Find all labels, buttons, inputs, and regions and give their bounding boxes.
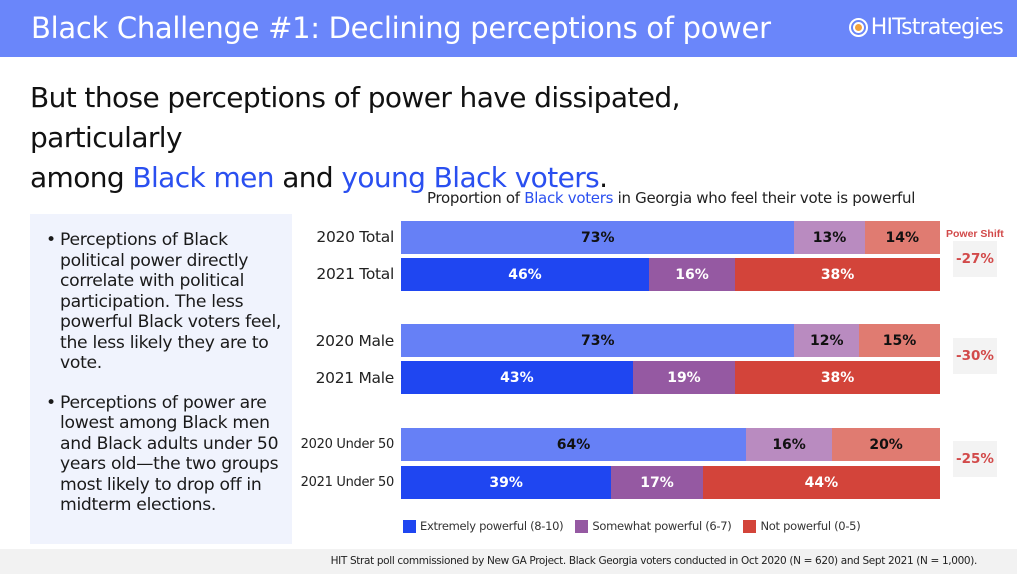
target-icon bbox=[848, 18, 868, 37]
key-findings-panel: Perceptions of Black political power dir… bbox=[30, 214, 292, 544]
legend-swatch bbox=[743, 519, 757, 533]
subtitle-line1: But those perceptions of power have diss… bbox=[30, 81, 680, 154]
data-label: 19% bbox=[667, 369, 701, 386]
legend-swatch bbox=[575, 519, 589, 533]
chart-title-prefix: Proportion of bbox=[427, 189, 525, 207]
data-label: 44% bbox=[804, 474, 839, 491]
row-label: 2021 Under 50 bbox=[300, 475, 395, 490]
bar-segment: 17% bbox=[611, 466, 703, 499]
stacked-bar: 39% 17% 44% bbox=[401, 466, 940, 499]
data-label: 15% bbox=[882, 332, 917, 349]
row-label: 2020 Total bbox=[316, 228, 394, 246]
data-label: 43% bbox=[500, 369, 534, 386]
header-bar: Black Challenge #1: Declining perception… bbox=[0, 0, 1017, 57]
bar-segment: 46% bbox=[401, 258, 649, 291]
stacked-bar: 43% 19% 38% bbox=[401, 361, 940, 394]
chart-title-highlight: Black voters bbox=[524, 189, 614, 207]
bar-segment: 16% bbox=[745, 428, 833, 461]
bar-segment: 16% bbox=[648, 258, 736, 291]
bar-segment: 64% bbox=[401, 428, 746, 461]
power-shift-heading: Power Shift bbox=[946, 228, 1004, 240]
source-note: HIT Strat poll commissioned by New GA Pr… bbox=[330, 555, 978, 567]
power-shift-under-50: -25% bbox=[953, 441, 997, 477]
logo-text: HITstrategies bbox=[870, 15, 1004, 40]
data-label: 17% bbox=[640, 474, 674, 491]
data-label: 20% bbox=[869, 436, 903, 453]
data-label: 73% bbox=[580, 332, 615, 349]
data-label: 14% bbox=[885, 229, 920, 246]
bar-segment: 38% bbox=[735, 361, 940, 394]
data-label: 64% bbox=[556, 436, 591, 453]
legend-label: Not powerful (0-5) bbox=[760, 519, 861, 533]
legend-item-not: Not powerful (0-5) bbox=[743, 519, 861, 533]
bar-segment: 19% bbox=[632, 361, 736, 394]
legend-item-extremely: Extremely powerful (8-10) bbox=[403, 519, 564, 533]
bar-segment: 15% bbox=[859, 324, 940, 357]
finding-item: Perceptions of Black political power dir… bbox=[46, 230, 282, 374]
stacked-bar: 73% 13% 14% bbox=[401, 221, 940, 254]
footer-bar: HIT Strat poll commissioned by New GA Pr… bbox=[0, 549, 1017, 574]
row-label: 2020 Under 50 bbox=[300, 437, 395, 452]
bar-segment: 20% bbox=[832, 428, 940, 461]
chart-title-suffix: in Georgia who feel their vote is powerf… bbox=[613, 189, 916, 207]
page-title: Black Challenge #1: Declining perception… bbox=[31, 11, 771, 45]
stacked-bar: 64% 16% 20% bbox=[401, 428, 940, 461]
bar-segment: 38% bbox=[735, 258, 940, 291]
chart-legend: Extremely powerful (8-10) Somewhat power… bbox=[403, 519, 861, 533]
bar-segment: 44% bbox=[702, 466, 940, 499]
bar-segment: 73% bbox=[401, 221, 795, 254]
subtitle-highlight-young-voters: young Black voters bbox=[341, 161, 600, 194]
bar-segment: 12% bbox=[794, 324, 860, 357]
subtitle-line2-prefix: among bbox=[30, 161, 133, 194]
bar-segment: 14% bbox=[864, 221, 940, 254]
data-label: 12% bbox=[810, 332, 844, 349]
row-label: 2021 Male bbox=[315, 369, 395, 387]
legend-swatch bbox=[403, 519, 416, 533]
power-shift-male: -30% bbox=[953, 338, 997, 374]
data-label: 38% bbox=[820, 369, 855, 386]
subtitle-highlight-black-men: Black men bbox=[132, 161, 274, 194]
bar-segment: 13% bbox=[794, 221, 865, 254]
legend-item-somewhat: Somewhat powerful (6-7) bbox=[575, 519, 732, 533]
subtitle-middle: and bbox=[273, 161, 342, 194]
data-label: 39% bbox=[489, 474, 523, 491]
data-label: 13% bbox=[812, 229, 847, 246]
data-label: 46% bbox=[508, 266, 542, 283]
row-label: 2021 Total bbox=[316, 265, 394, 283]
stacked-bar: 46% 16% 38% bbox=[401, 258, 940, 291]
subtitle-suffix: . bbox=[599, 161, 608, 194]
bar-segment: 39% bbox=[401, 466, 612, 499]
data-label: 16% bbox=[675, 266, 709, 283]
findings-list: Perceptions of Black political power dir… bbox=[46, 230, 282, 516]
power-shift-total: -27% bbox=[953, 241, 997, 277]
legend-label: Somewhat powerful (6-7) bbox=[592, 519, 732, 533]
slide-subtitle: But those perceptions of power have diss… bbox=[30, 78, 830, 198]
brand-logo: HITstrategies bbox=[848, 15, 1004, 40]
chart-title: Proportion of Black voters in Georgia wh… bbox=[427, 189, 915, 207]
stacked-bar: 73% 12% 15% bbox=[401, 324, 940, 357]
row-label: 2020 Male bbox=[315, 332, 395, 350]
bar-segment: 73% bbox=[401, 324, 795, 357]
bar-segment: 43% bbox=[401, 361, 633, 394]
finding-item: Perceptions of power are lowest among Bl… bbox=[46, 393, 282, 516]
data-label: 73% bbox=[580, 229, 615, 246]
data-label: 16% bbox=[772, 436, 806, 453]
data-label: 38% bbox=[820, 266, 855, 283]
legend-label: Extremely powerful (8-10) bbox=[420, 519, 564, 533]
